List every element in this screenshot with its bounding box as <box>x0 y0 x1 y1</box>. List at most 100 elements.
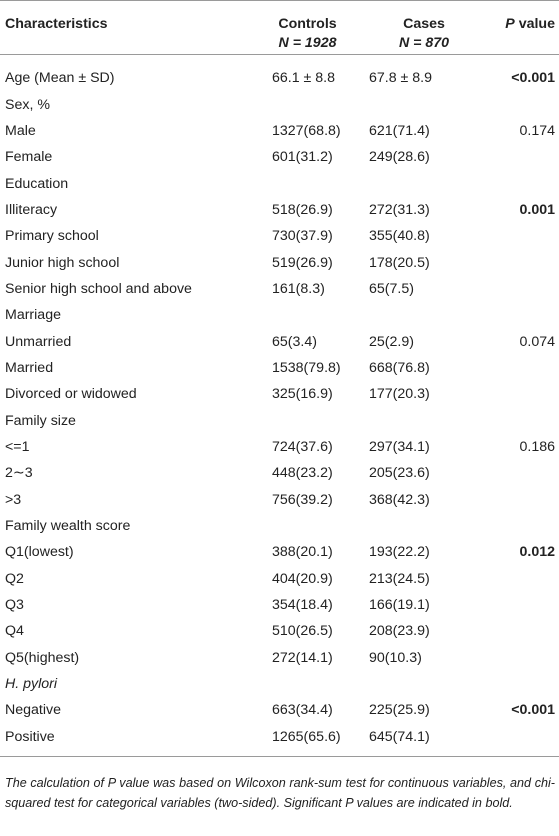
table-row: Illiteracy 518(26.9) 272(31.3) 0.001 <box>0 197 559 223</box>
header-cases-title: Cases <box>403 16 445 32</box>
row-p-value <box>479 460 559 486</box>
row-controls-value: 388(20.1) <box>272 544 333 561</box>
row-label: Unmarried <box>5 333 72 350</box>
table-row: Q1(lowest) 388(20.1) 193(22.2) 0.012 <box>0 539 559 565</box>
row-label: Illiteracy <box>5 201 58 218</box>
row-label: Male <box>5 122 36 139</box>
row-cases-value: 208(23.9) <box>369 623 430 640</box>
row-controls-value: 756(39.2) <box>272 491 333 508</box>
row-label: Age (Mean ± SD) <box>5 70 115 87</box>
row-cases-value: 90(10.3) <box>369 649 422 666</box>
row-p-value: 0.001 <box>519 201 555 218</box>
row-cases-value: 249(28.6) <box>369 149 430 166</box>
row-cases-value: 193(22.2) <box>369 544 430 561</box>
header-p-value: P value <box>479 1 559 55</box>
row-p-value <box>479 513 559 539</box>
row-controls-value: 354(18.4) <box>272 597 333 614</box>
row-p-value <box>479 170 559 196</box>
row-controls-value: 161(8.3) <box>272 280 325 297</box>
row-label: Family size <box>5 412 76 429</box>
row-cases-value <box>369 170 479 196</box>
header-row: Characteristics Controls N = 1928 Cases … <box>0 0 559 55</box>
row-label: H. pylori <box>5 676 58 693</box>
row-p-value: <0.001 <box>511 702 555 719</box>
row-controls-value: 1265(65.6) <box>272 728 341 745</box>
row-p-value <box>479 355 559 381</box>
row-cases-value: 178(20.5) <box>369 254 430 271</box>
row-controls-value: 518(26.9) <box>272 201 333 218</box>
row-controls-value <box>246 91 369 117</box>
row-p-value: 0.012 <box>519 544 555 561</box>
table-row: Education <box>0 170 559 196</box>
header-cases: Cases N = 870 <box>369 1 479 55</box>
table-row: Q2 404(20.9) 213(24.5) <box>0 566 559 592</box>
header-controls-title: Controls <box>278 16 337 32</box>
row-cases-value: 205(23.6) <box>369 465 430 482</box>
row-p-value <box>479 592 559 618</box>
row-controls-value <box>246 513 369 539</box>
row-p-value <box>479 91 559 117</box>
row-controls-value <box>246 170 369 196</box>
table-footnote: The calculation of P value was based on … <box>5 776 555 810</box>
row-cases-value: 355(40.8) <box>369 228 430 245</box>
row-cases-value: 166(19.1) <box>369 597 430 614</box>
row-label: Q4 <box>5 623 24 640</box>
row-label: Junior high school <box>5 254 120 271</box>
row-p-value: 0.186 <box>519 438 555 455</box>
table-row: <=1 724(37.6) 297(34.1) 0.186 <box>0 434 559 460</box>
table-row: Primary school 730(37.9) 355(40.8) <box>0 223 559 249</box>
row-label: Q2 <box>5 570 24 587</box>
row-controls-value: 519(26.9) <box>272 254 333 271</box>
header-p-rest: value <box>514 16 555 32</box>
row-controls-value: 272(14.1) <box>272 649 333 666</box>
row-label: 2∼3 <box>5 465 33 482</box>
header-controls: Controls N = 1928 <box>246 1 369 55</box>
row-controls-value: 1538(79.8) <box>272 359 341 376</box>
table-row: Age (Mean ± SD) 66.1 ± 8.8 67.8 ± 8.9 <0.00… <box>0 55 559 92</box>
row-controls-value: 404(20.9) <box>272 570 333 587</box>
row-label: Negative <box>5 702 61 719</box>
row-controls-value <box>246 302 369 328</box>
row-label: Sex, % <box>5 96 50 113</box>
row-label: Q3 <box>5 597 24 614</box>
table-row: Senior high school and above 161(8.3) 65(7… <box>0 276 559 302</box>
table-header: Characteristics Controls N = 1928 Cases … <box>0 0 559 55</box>
row-controls-value: 325(16.9) <box>272 386 333 403</box>
row-controls-value: 663(34.4) <box>272 702 333 719</box>
row-cases-value: 645(74.1) <box>369 728 430 745</box>
table-row: Junior high school 519(26.9) 178(20.5) <box>0 249 559 275</box>
row-p-value <box>479 645 559 671</box>
row-cases-value: 213(24.5) <box>369 570 430 587</box>
table-row: Female 601(31.2) 249(28.6) <box>0 144 559 170</box>
row-cases-value: 177(20.3) <box>369 386 430 403</box>
row-label: Married <box>5 359 54 376</box>
table-row: Q4 510(26.5) 208(23.9) <box>0 618 559 644</box>
row-controls-value: 724(37.6) <box>272 438 333 455</box>
row-label: >3 <box>5 491 22 508</box>
table-row: Unmarried 65(3.4) 25(2.9) 0.074 <box>0 328 559 354</box>
row-label: Q5(highest) <box>5 649 80 666</box>
row-label: Q1(lowest) <box>5 544 74 561</box>
table-row: Family wealth score <box>0 513 559 539</box>
table-row: Male 1327(68.8) 621(71.4) 0.174 <box>0 118 559 144</box>
header-p-letter: P <box>505 16 515 32</box>
row-p-value <box>479 381 559 407</box>
characteristics-table: Characteristics Controls N = 1928 Cases … <box>0 0 559 757</box>
table-row: 2∼3 448(23.2) 205(23.6) <box>0 460 559 486</box>
table-row: Family size <box>0 407 559 433</box>
row-p-value <box>479 407 559 433</box>
table-row: Q5(highest) 272(14.1) 90(10.3) <box>0 645 559 671</box>
row-label: Family wealth score <box>5 518 131 535</box>
table-row: Marriage <box>0 302 559 328</box>
row-cases-value: 25(2.9) <box>369 333 414 350</box>
row-label: Female <box>5 149 53 166</box>
row-label: Marriage <box>5 307 61 324</box>
row-label: <=1 <box>5 438 30 455</box>
row-p-value <box>479 671 559 697</box>
table-row: >3 756(39.2) 368(42.3) <box>0 487 559 513</box>
row-cases-value <box>369 407 479 433</box>
table-row: H. pylori <box>0 671 559 697</box>
row-p-value <box>479 223 559 249</box>
row-cases-value <box>369 302 479 328</box>
row-cases-value: 621(71.4) <box>369 122 430 139</box>
